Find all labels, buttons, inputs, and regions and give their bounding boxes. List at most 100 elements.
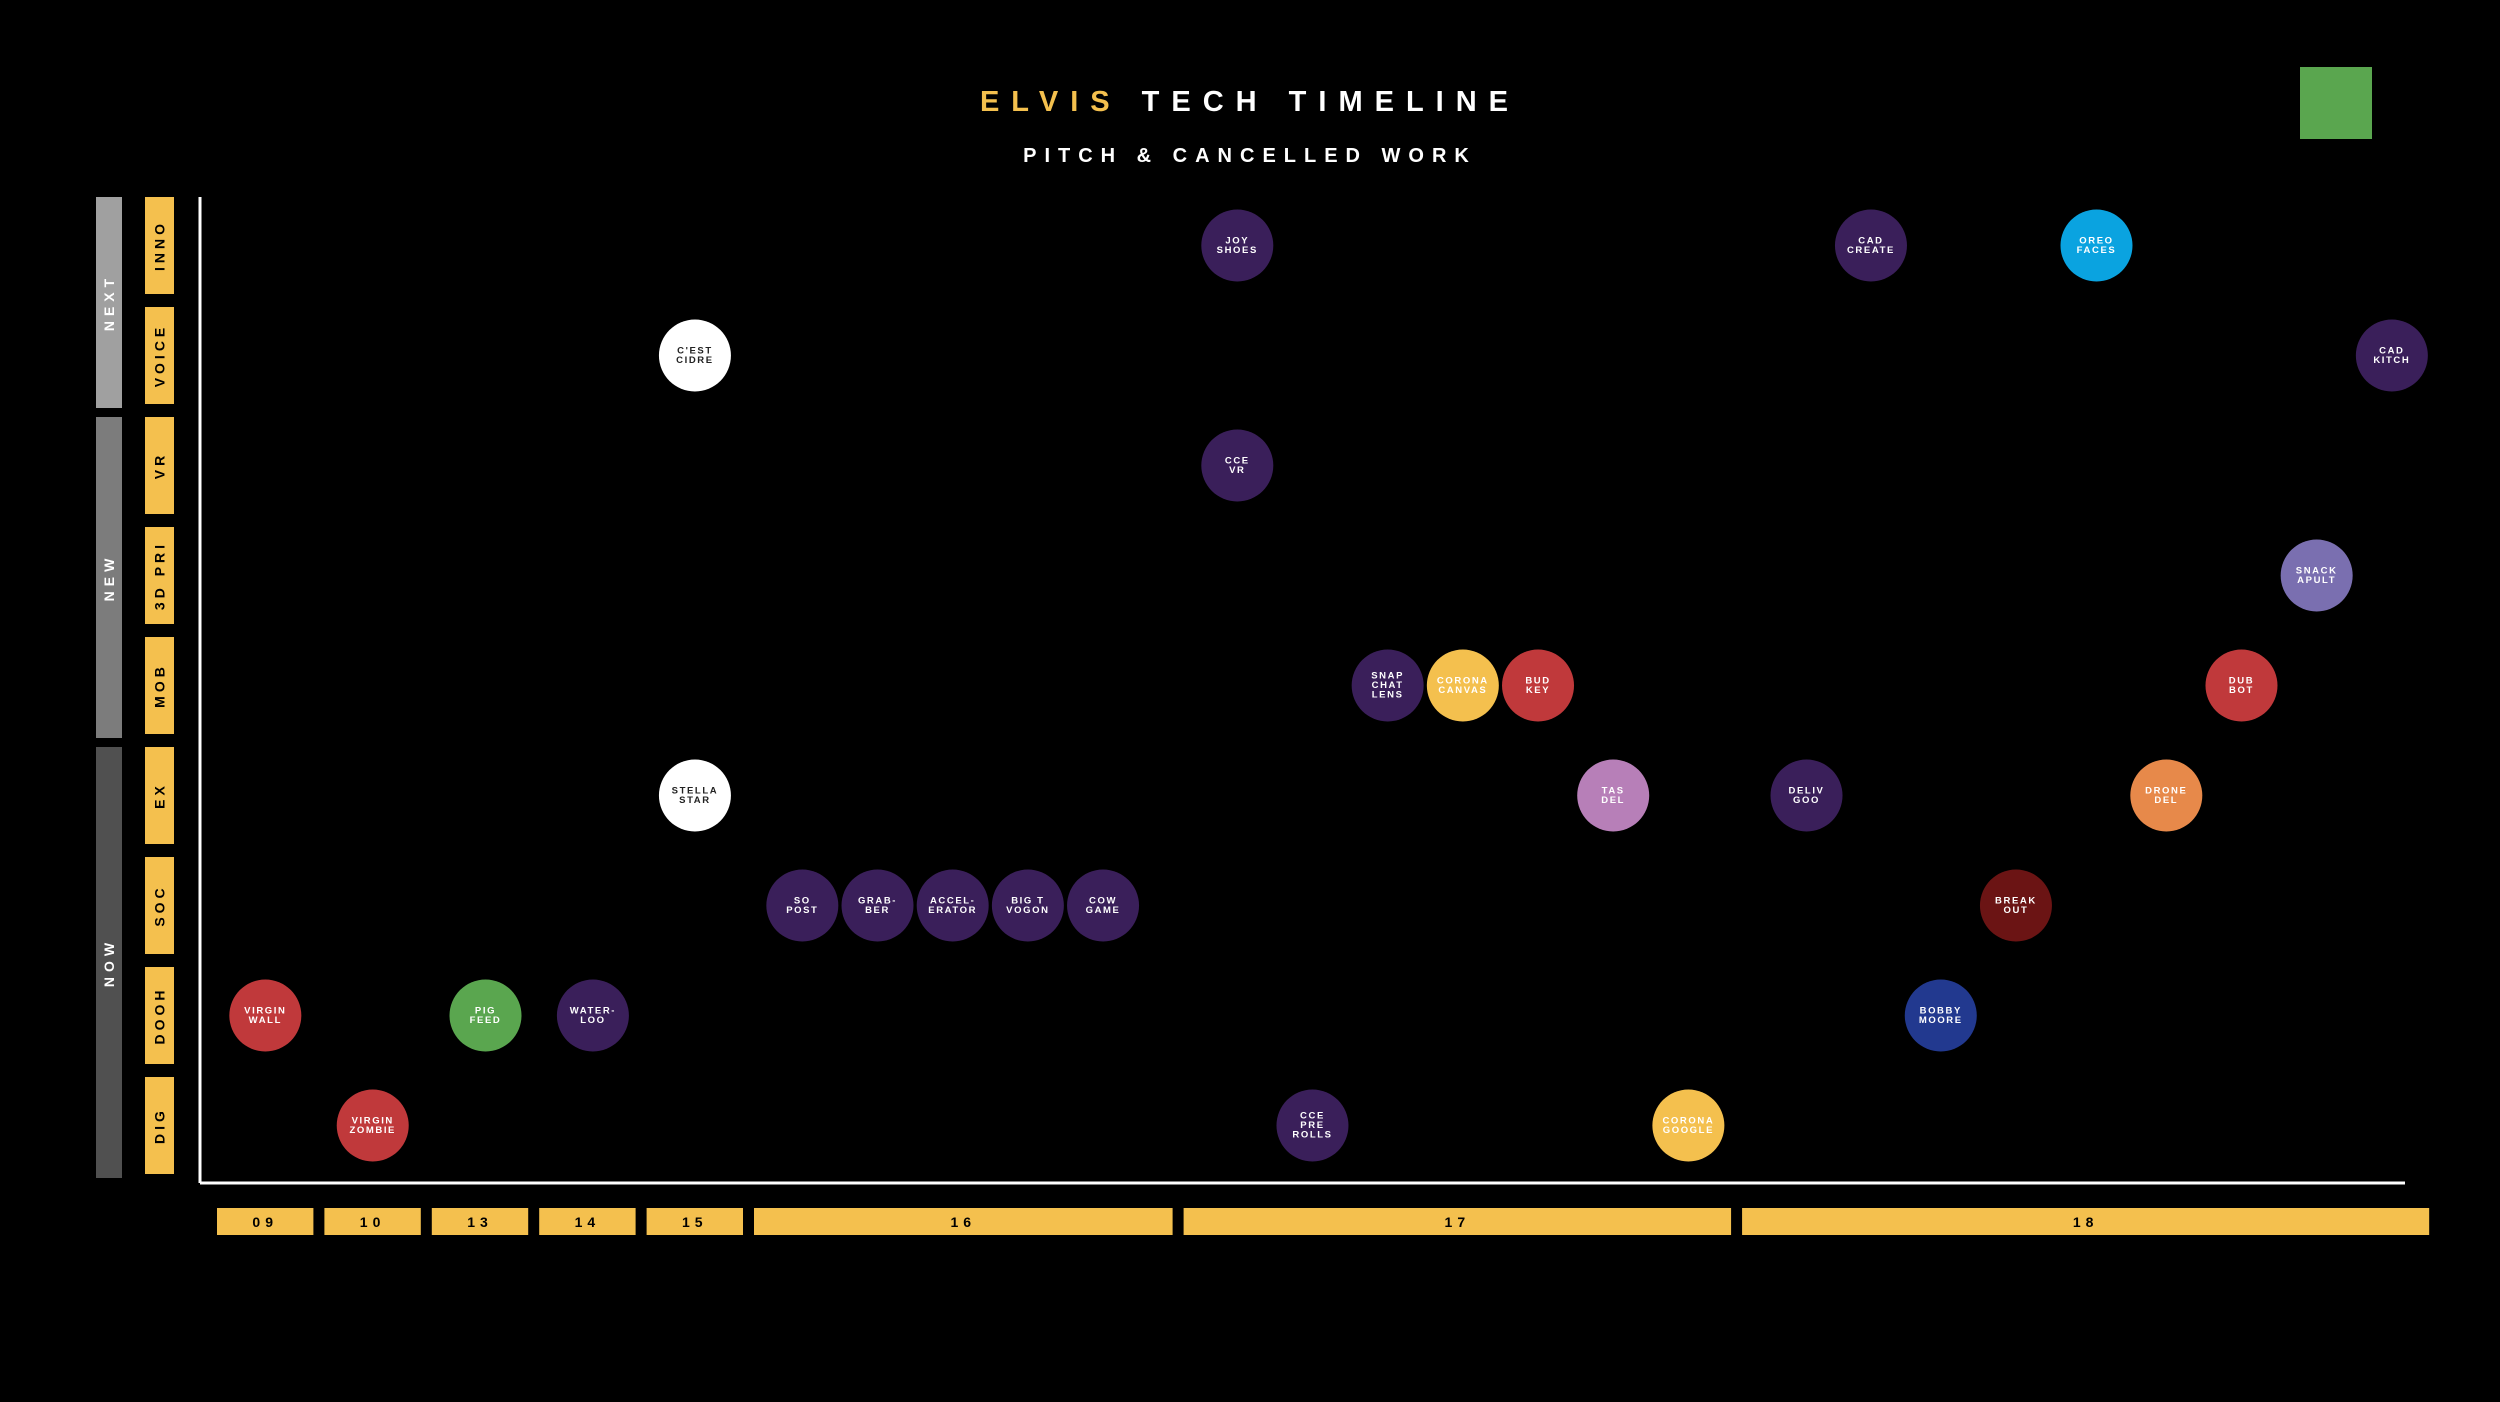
project-label-17-1: ERATOR xyxy=(928,905,977,916)
project-label-26-2: ROLLS xyxy=(1292,1130,1332,1141)
project-label-21-0: VIRGIN xyxy=(244,1005,286,1016)
row-tab-5 xyxy=(145,747,174,844)
year-tab-1 xyxy=(324,1208,421,1235)
project-circle-10 xyxy=(2205,649,2278,722)
project-label-1-0: CAD xyxy=(1858,235,1883,246)
project-label-19-0: COW xyxy=(1089,895,1117,906)
group-band-2 xyxy=(96,747,122,1178)
project-circle-15 xyxy=(766,869,839,942)
project-label-25-1: ZOMBIE xyxy=(349,1125,396,1136)
project-circle-4 xyxy=(2355,319,2428,392)
project-label-24-1: MOORE xyxy=(1919,1015,1963,1026)
year-tab-5 xyxy=(754,1208,1173,1235)
project-label-24-0: BOBBY xyxy=(1920,1005,1962,1016)
project-label-5-1: VR xyxy=(1229,465,1245,476)
project-label-11-1: STAR xyxy=(679,795,711,806)
row-label-3: 3D PRI xyxy=(152,541,168,610)
project-label-17-0: ACCEL- xyxy=(930,895,976,906)
project-label-10-1: BOT xyxy=(2229,685,2254,696)
row-tab-6 xyxy=(145,857,174,954)
row-label-6: SOC xyxy=(152,884,168,926)
row-label-4: MOB xyxy=(152,663,168,708)
project-circle-16 xyxy=(841,869,914,942)
project-label-2-1: FACES xyxy=(2077,245,2117,256)
year-tab-2 xyxy=(431,1208,529,1235)
project-label-7-1: CHAT xyxy=(1372,680,1404,691)
project-label-20-0: BREAK xyxy=(1995,895,2037,906)
project-circle-25 xyxy=(336,1089,409,1162)
project-circle-24 xyxy=(1904,979,1977,1052)
project-label-14-0: DRONE xyxy=(2145,785,2187,796)
project-circle-27 xyxy=(1652,1089,1725,1162)
project-circle-22 xyxy=(449,979,522,1052)
project-label-9-1: KEY xyxy=(1526,685,1550,696)
project-label-21-1: WALL xyxy=(249,1015,282,1026)
project-circle-14 xyxy=(2130,759,2203,832)
group-band-0 xyxy=(96,197,122,408)
project-label-27-1: GOOGLE xyxy=(1663,1125,1714,1136)
project-circle-20 xyxy=(1979,869,2052,942)
project-circle-6 xyxy=(2280,539,2353,612)
project-label-9-0: BUD xyxy=(1525,675,1550,686)
project-label-7-0: SNAP xyxy=(1371,671,1404,682)
project-label-5-0: CCE xyxy=(1225,455,1250,466)
project-circle-23 xyxy=(556,979,629,1052)
project-circle-26 xyxy=(1276,1089,1349,1162)
project-circle-13 xyxy=(1770,759,1843,832)
chart-title: ELVIS TECH TIMELINE xyxy=(0,86,2500,119)
year-tab-6 xyxy=(1183,1208,1732,1235)
row-label-8: DIG xyxy=(152,1107,168,1144)
year-label-7: 18 xyxy=(2073,1214,2099,1230)
row-tab-3 xyxy=(145,527,174,624)
project-circle-2 xyxy=(2060,209,2133,282)
project-label-12-0: TAS xyxy=(1602,785,1625,796)
year-tab-3 xyxy=(539,1208,636,1235)
row-tab-2 xyxy=(145,417,174,514)
row-tab-0 xyxy=(145,197,174,294)
chart-subtitle: PITCH & CANCELLED WORK xyxy=(1023,145,1477,167)
project-label-4-1: KITCH xyxy=(2373,355,2410,366)
row-label-0: INNO xyxy=(152,220,168,271)
project-label-23-0: WATER- xyxy=(570,1005,616,1016)
row-label-2: VR xyxy=(152,452,168,479)
year-label-3: 14 xyxy=(575,1214,601,1230)
group-label-0: NEXT xyxy=(101,274,117,331)
project-label-4-0: CAD xyxy=(2379,345,2404,356)
project-circle-9 xyxy=(1502,649,1575,722)
project-label-27-0: CORONA xyxy=(1662,1115,1714,1126)
project-circle-12 xyxy=(1577,759,1650,832)
group-label-1: NEW xyxy=(101,554,117,602)
project-label-20-1: OUT xyxy=(2004,905,2029,916)
project-point-16: GRAB-BER xyxy=(841,869,914,942)
year-label-2: 13 xyxy=(467,1214,493,1230)
project-label-22-1: FEED xyxy=(470,1015,502,1026)
project-label-13-1: GOO xyxy=(1793,795,1820,806)
project-label-25-0: VIRGIN xyxy=(352,1115,394,1126)
row-label-7: DOOH xyxy=(152,987,168,1045)
project-label-15-0: SO xyxy=(794,895,811,906)
year-label-6: 17 xyxy=(1445,1214,1471,1230)
project-label-3-0: C'EST xyxy=(677,345,713,356)
project-circle-8 xyxy=(1426,649,1499,722)
chart-title-accent: ELVIS xyxy=(979,86,1122,118)
project-circle-0 xyxy=(1201,209,1274,282)
project-circle-3 xyxy=(658,319,731,392)
project-label-14-1: DEL xyxy=(2154,795,2178,806)
project-label-6-1: APULT xyxy=(2297,575,2336,586)
row-tab-8 xyxy=(145,1077,174,1174)
project-label-2-0: OREO xyxy=(2079,235,2113,246)
project-circle-17 xyxy=(916,869,989,942)
